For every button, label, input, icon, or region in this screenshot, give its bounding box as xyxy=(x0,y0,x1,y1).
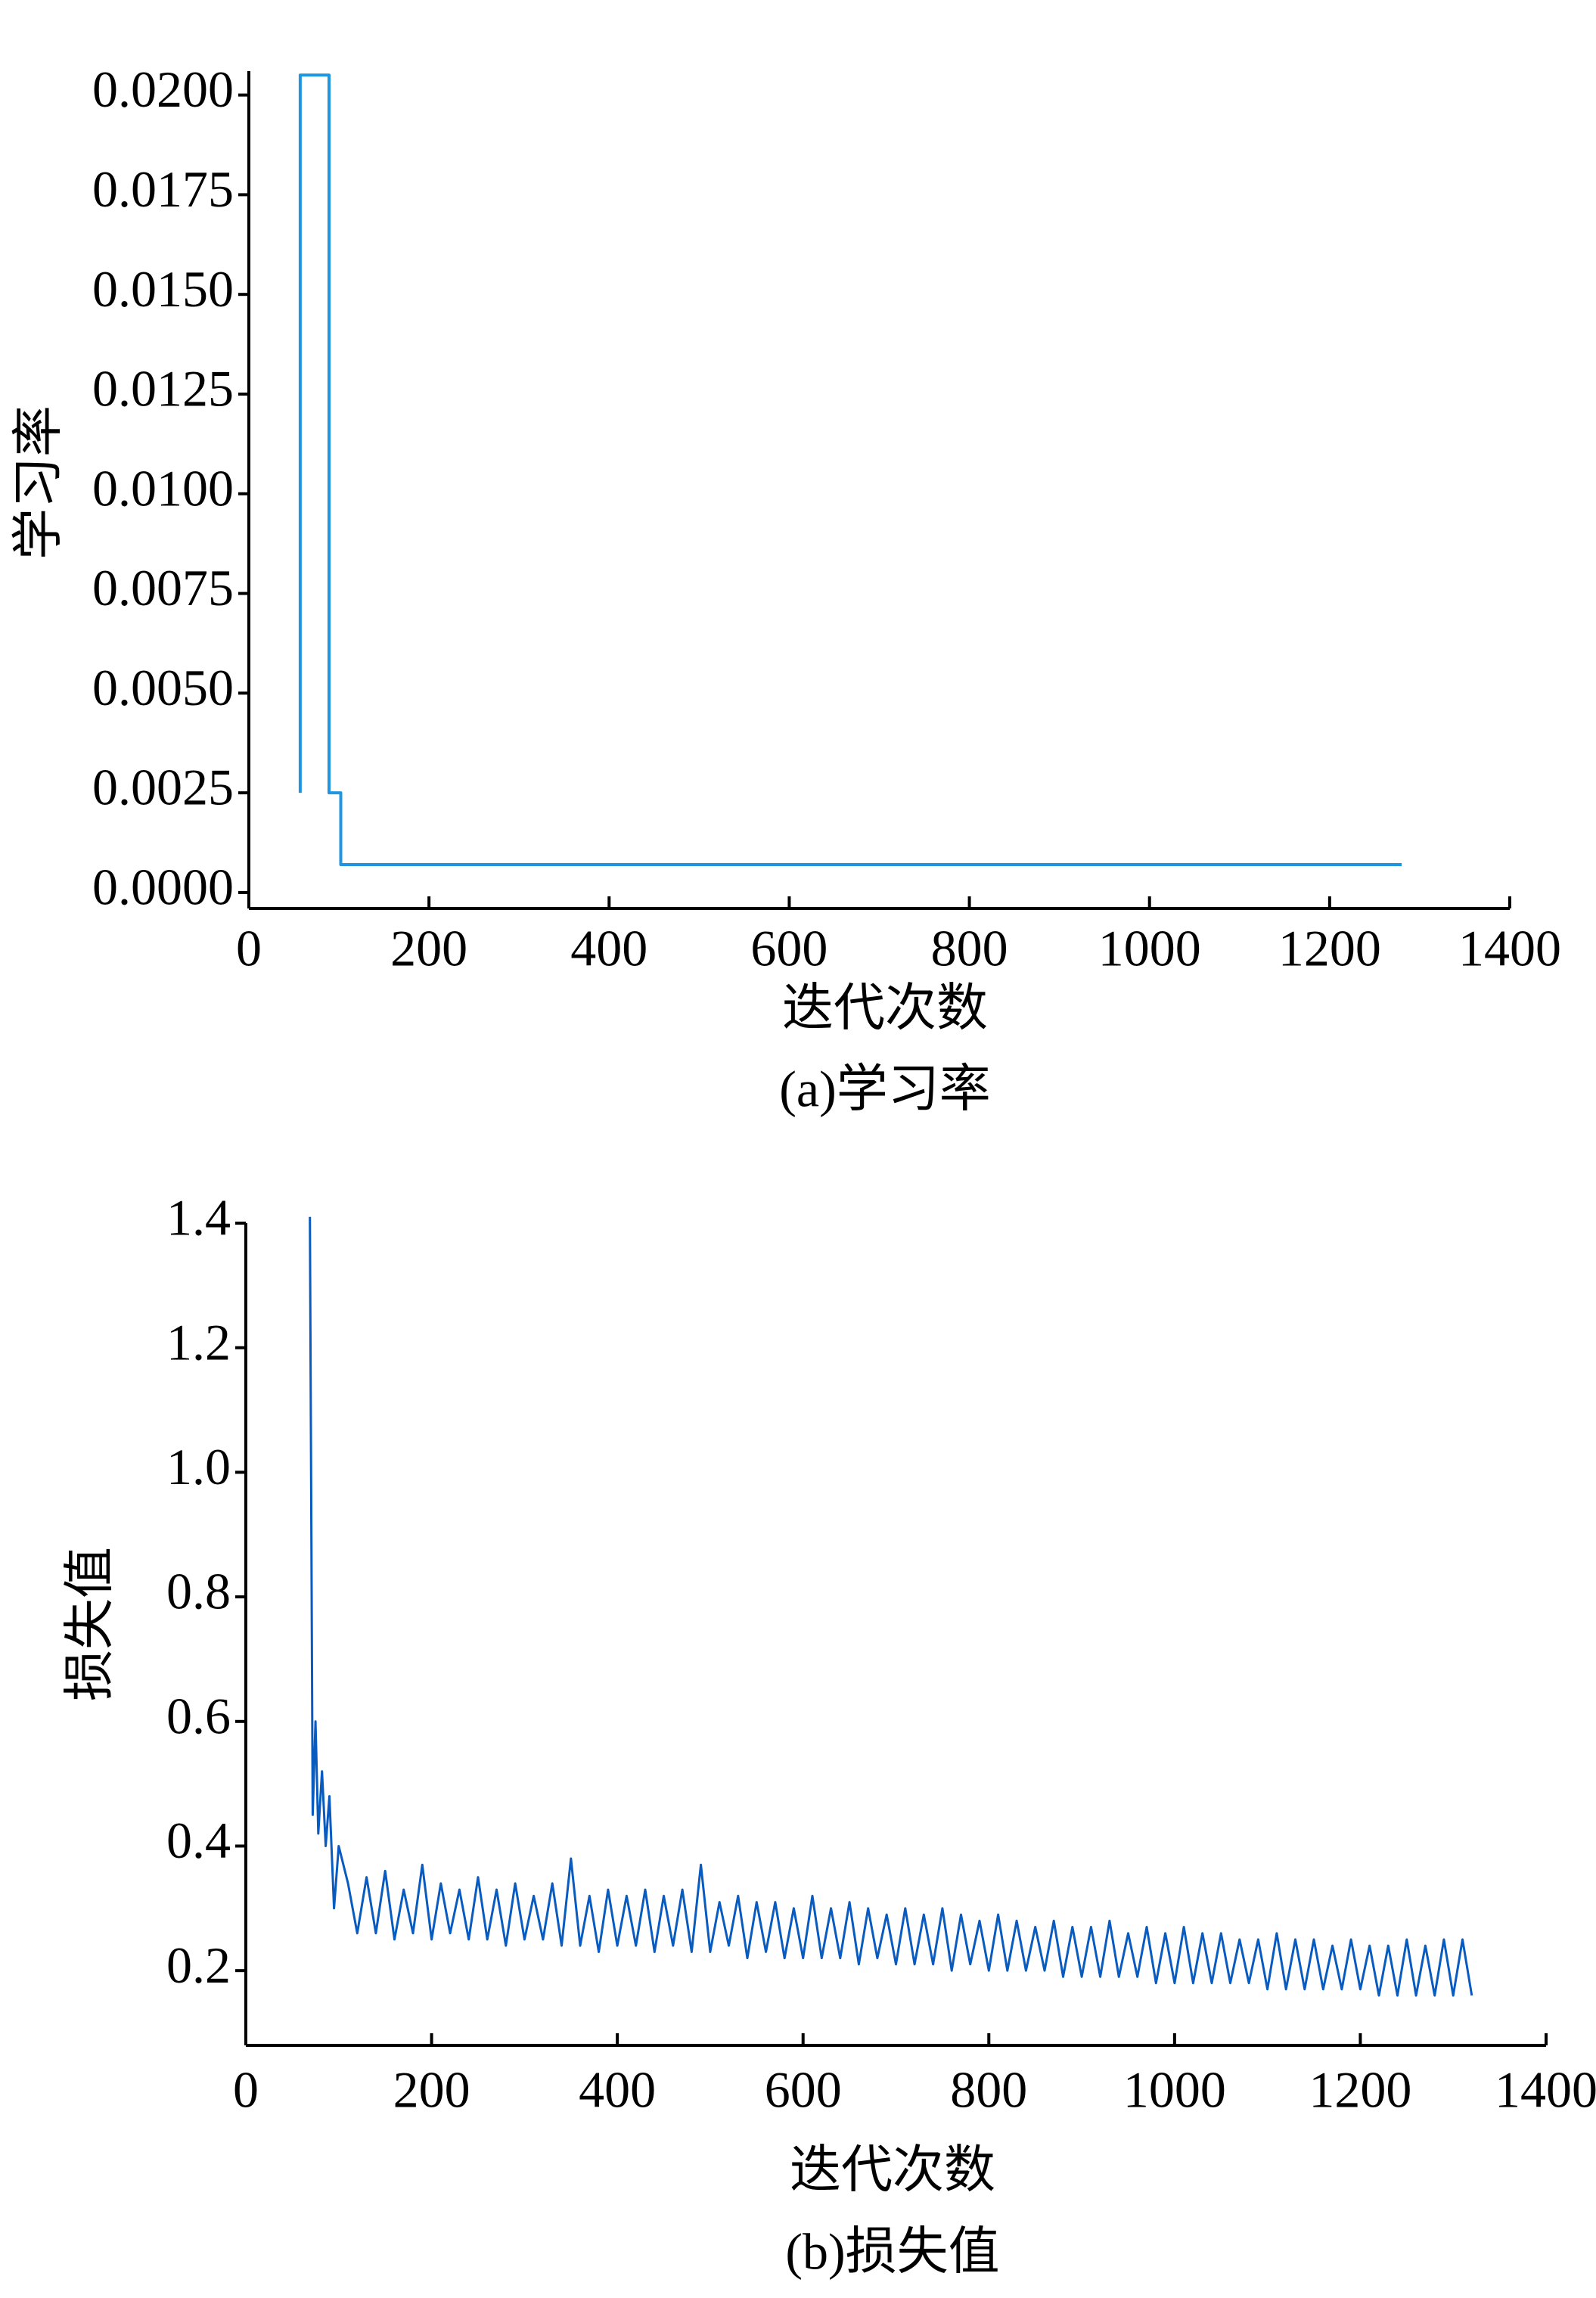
x-tick-label: 1000 xyxy=(1123,2061,1226,2119)
x-tick-label: 0 xyxy=(236,920,262,977)
x-axis-label: 迭代次数 xyxy=(782,980,988,1037)
x-tick-label: 1200 xyxy=(1278,920,1381,977)
data-line xyxy=(298,73,1402,866)
y-tick-label: 0.0025 xyxy=(92,759,234,816)
y-tick-label: 0.0175 xyxy=(92,160,234,218)
y-tick-label: 0.0150 xyxy=(92,260,234,318)
x-tick-label: 1400 xyxy=(1458,920,1561,977)
x-tick-label: 600 xyxy=(765,2061,842,2119)
y-tick-label: 1.2 xyxy=(166,1313,231,1371)
x-tick-label: 800 xyxy=(931,920,1008,977)
y-tick-label: 0.0000 xyxy=(92,859,234,916)
y-tick-label: 0.0100 xyxy=(92,459,234,517)
y-tick-label: 0.0050 xyxy=(92,659,234,716)
y-tick-label: 0.6 xyxy=(166,1687,231,1744)
x-tick-label: 200 xyxy=(390,920,467,977)
y-tick-label: 0.8 xyxy=(166,1563,231,1620)
chart-caption: (a)学习率 xyxy=(779,1060,990,1118)
x-tick-label: 600 xyxy=(750,920,827,977)
y-tick-label: 0.2 xyxy=(166,1936,231,1994)
x-tick-label: 400 xyxy=(570,920,647,977)
y-tick-label: 1.4 xyxy=(166,1189,231,1247)
y-tick-label: 0.0200 xyxy=(92,61,234,118)
x-tick-label: 400 xyxy=(579,2061,656,2119)
data-line xyxy=(309,1216,1473,1997)
y-tick-label: 1.0 xyxy=(166,1438,231,1495)
y-tick-label: 0.4 xyxy=(166,1812,231,1869)
chart-caption: (b)损失值 xyxy=(785,2223,999,2281)
y-tick-label: 0.0075 xyxy=(92,559,234,616)
x-axis-label: 迭代次数 xyxy=(790,2141,995,2199)
y-axis-label: 损失值 xyxy=(61,1547,119,1701)
y-axis-label: 学习率 xyxy=(10,405,67,560)
x-tick-label: 1000 xyxy=(1098,920,1201,977)
x-tick-label: 1200 xyxy=(1309,2061,1411,2119)
x-tick-label: 200 xyxy=(393,2061,470,2119)
x-tick-label: 0 xyxy=(233,2061,259,2119)
x-tick-label: 1400 xyxy=(1495,2061,1596,2119)
y-tick-label: 0.0125 xyxy=(92,360,234,418)
x-tick-label: 800 xyxy=(950,2061,1027,2119)
